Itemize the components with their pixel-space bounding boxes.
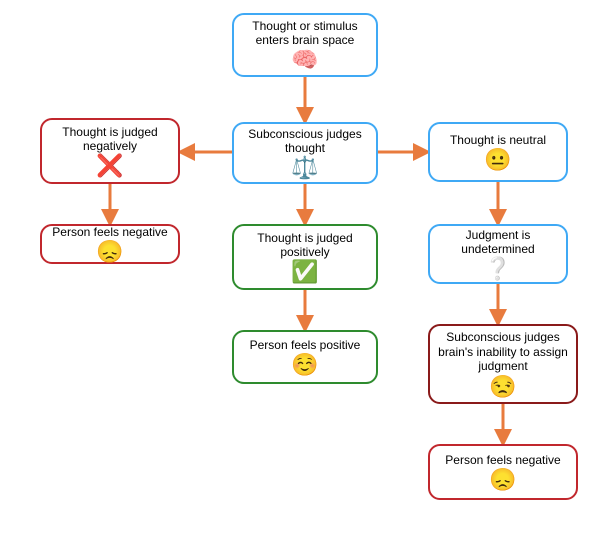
node-icon: ⚖️ (291, 157, 318, 179)
node-feelneg1: Person feels negative 😞 (40, 224, 180, 264)
node-pos: Thought is judged positively✅ (232, 224, 378, 290)
node-icon: ✅ (291, 261, 318, 283)
node-icon: ☺️ (291, 354, 318, 376)
node-feelneg2: Person feels negative 😞 (428, 444, 578, 500)
node-icon: 😞 (96, 241, 123, 263)
node-label: Thought is judged positively (240, 231, 370, 260)
node-neutral: Thought is neutral 😐 (428, 122, 568, 182)
node-label: Thought or stimulus enters brain space (240, 19, 370, 48)
node-label: Judgment is undetermined (436, 228, 560, 257)
node-judge: Subconscious judges thought⚖️ (232, 122, 378, 184)
node-undet: Judgment is undetermined❔ (428, 224, 568, 284)
node-icon: 🧠 (291, 49, 318, 71)
node-icon: 😒 (489, 376, 516, 398)
node-label: Person feels negative (445, 453, 560, 467)
node-feelpos: Person feels positive ☺️ (232, 330, 378, 384)
node-neg: Thought is judged negatively❌ (40, 118, 180, 184)
node-icon: 😐 (484, 149, 511, 171)
node-label: Person feels negative (52, 225, 167, 239)
node-label: Subconscious judges brain's inability to… (436, 330, 570, 373)
node-icon: 😞 (489, 469, 516, 491)
node-icon: ❌ (96, 155, 123, 177)
node-label: Thought is neutral (450, 133, 546, 147)
flowchart-canvas: Thought or stimulus enters brain space🧠 S… (0, 0, 610, 541)
node-label: Person feels positive (250, 338, 361, 352)
node-inability: Subconscious judges brain's inability to… (428, 324, 578, 404)
node-icon: ❔ (484, 258, 511, 280)
node-label: Subconscious judges thought (240, 127, 370, 156)
node-label: Thought is judged negatively (48, 125, 172, 154)
node-start: Thought or stimulus enters brain space🧠 (232, 13, 378, 77)
